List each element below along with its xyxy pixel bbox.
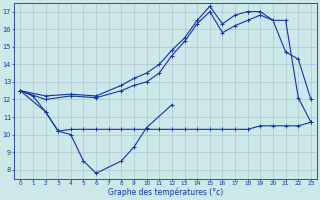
X-axis label: Graphe des températures (°c): Graphe des températures (°c)	[108, 188, 223, 197]
